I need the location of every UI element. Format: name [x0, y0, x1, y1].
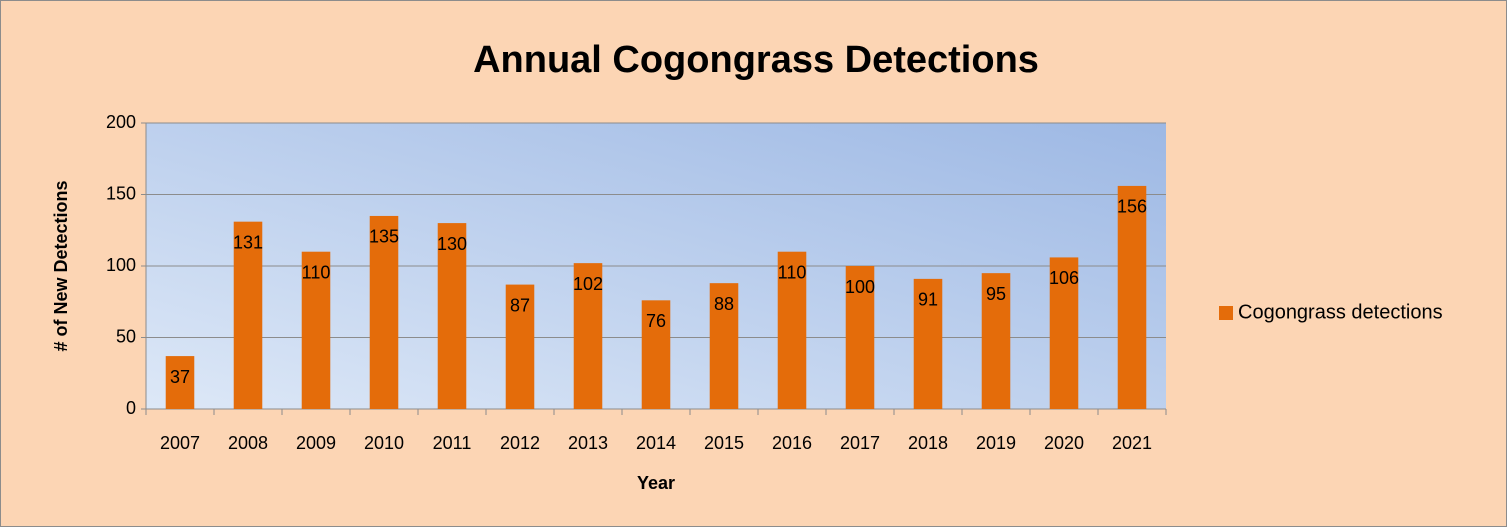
y-axis-title: # of New Detections	[51, 180, 71, 351]
bar	[437, 223, 467, 409]
legend-swatch	[1219, 306, 1233, 320]
bar	[777, 251, 807, 409]
data-label: 130	[437, 234, 467, 254]
data-label: 156	[1117, 197, 1147, 217]
bar	[1049, 257, 1079, 409]
bar	[641, 300, 671, 409]
y-tick-label: 100	[106, 255, 136, 275]
data-label: 110	[302, 262, 331, 282]
bar	[573, 263, 603, 409]
x-tick-label: 2009	[296, 433, 336, 453]
data-label: 87	[510, 295, 530, 315]
data-label: 102	[573, 274, 603, 294]
x-tick-label: 2008	[228, 433, 268, 453]
chart-title: Annual Cogongrass Detections	[473, 39, 1039, 81]
data-label: 91	[918, 290, 938, 310]
data-label: 135	[369, 227, 399, 247]
y-tick-label: 0	[126, 398, 136, 418]
x-tick-label: 2012	[500, 433, 540, 453]
y-tick-label: 50	[116, 326, 136, 346]
data-label: 131	[233, 232, 263, 252]
x-tick-label: 2015	[704, 433, 744, 453]
x-tick-label: 2016	[772, 433, 812, 453]
x-tick-label: 2007	[160, 433, 200, 453]
bar	[369, 215, 399, 409]
bar	[1117, 185, 1147, 409]
x-tick-label: 2018	[908, 433, 948, 453]
x-tick-label: 2019	[976, 433, 1016, 453]
bar	[233, 221, 263, 409]
data-label: 37	[170, 367, 190, 387]
legend-label: Cogongrass detections	[1238, 301, 1443, 323]
x-tick-label: 2013	[568, 433, 608, 453]
data-label: 100	[845, 277, 875, 297]
x-tick-label: 2010	[364, 433, 404, 453]
x-tick-label: 2014	[636, 433, 676, 453]
bar	[709, 283, 739, 409]
data-label: 95	[986, 284, 1006, 304]
x-axis-title: Year	[637, 473, 675, 493]
y-tick-label: 200	[106, 112, 136, 132]
x-tick-label: 2011	[433, 433, 472, 453]
bar	[505, 284, 535, 409]
y-tick-label: 150	[106, 183, 136, 203]
x-tick-label: 2021	[1112, 433, 1152, 453]
bar	[845, 266, 875, 409]
bar	[165, 356, 195, 409]
data-label: 76	[646, 311, 666, 331]
bar	[301, 251, 331, 409]
data-label: 106	[1049, 268, 1079, 288]
x-tick-label: 2020	[1044, 433, 1084, 453]
bar	[913, 278, 943, 409]
data-label: 110	[778, 262, 807, 282]
data-label: 88	[714, 294, 734, 314]
x-tick-label: 2017	[840, 433, 880, 453]
bar	[981, 273, 1011, 409]
